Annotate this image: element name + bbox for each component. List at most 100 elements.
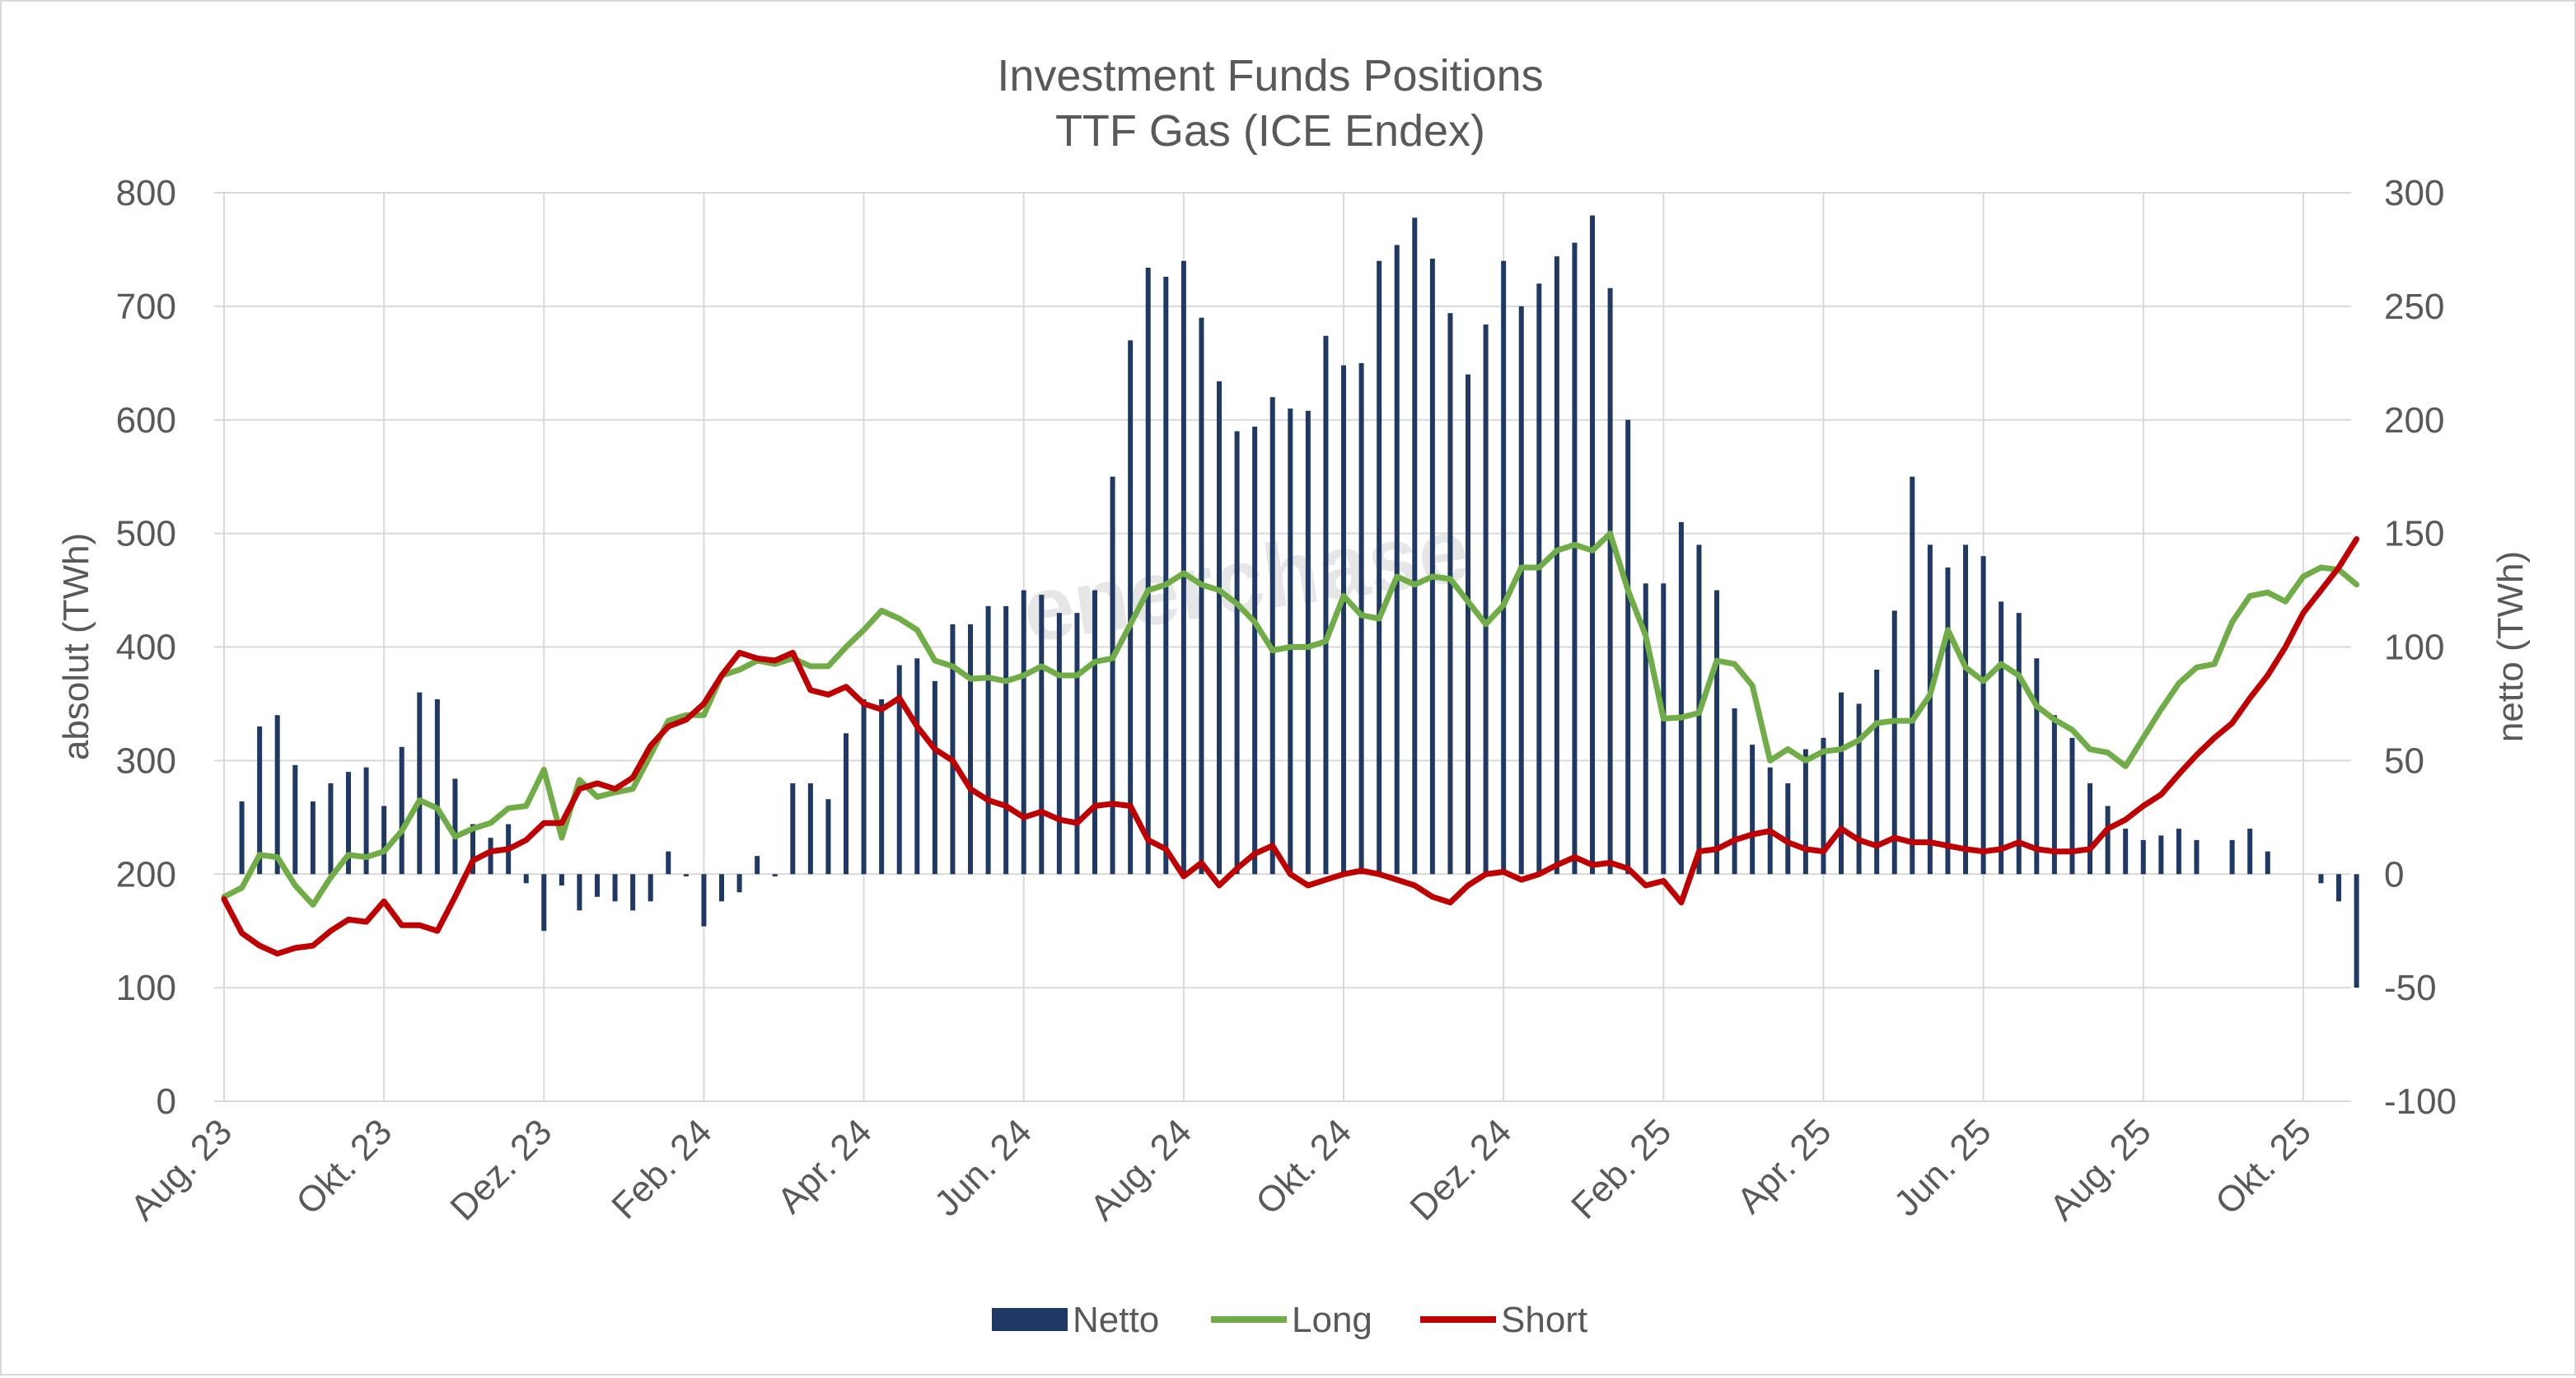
netto-bar	[1732, 708, 1737, 875]
netto-bar	[2229, 839, 2235, 875]
netto-bar	[2051, 715, 2057, 875]
netto-bar	[399, 746, 404, 875]
netto-bar	[1999, 601, 2004, 875]
netto-bar	[2265, 851, 2270, 875]
netto-bar	[1394, 245, 1400, 875]
netto-bar	[1856, 703, 1862, 875]
netto-bar	[666, 851, 671, 875]
netto-bar	[452, 778, 458, 875]
netto-bar	[736, 874, 742, 893]
x-tick-label: Aug. 25	[2042, 1111, 2159, 1228]
y-right-tick-label: 300	[2384, 173, 2444, 213]
netto-bar	[1217, 381, 1223, 875]
netto-bar	[701, 874, 707, 927]
y-left-tick-label: 100	[116, 968, 176, 1008]
netto-bar	[1358, 362, 1364, 875]
x-tick-label: Okt. 23	[288, 1111, 400, 1222]
netto-bar	[612, 874, 618, 902]
netto-bar	[2336, 874, 2342, 902]
netto-bars	[239, 215, 2359, 988]
netto-bar	[381, 806, 387, 875]
netto-bar	[807, 782, 813, 875]
y-right-tick-label: -50	[2384, 968, 2437, 1008]
netto-bar	[683, 874, 689, 877]
netto-bar	[1785, 782, 1791, 875]
netto-bar	[968, 624, 974, 875]
netto-bar	[896, 665, 902, 875]
netto-bar	[772, 874, 778, 877]
netto-bar	[2069, 737, 2075, 875]
netto-bar	[1554, 256, 1559, 875]
netto-bar	[2158, 835, 2164, 875]
y-right-tick-label: 200	[2384, 400, 2444, 441]
netto-bar	[1714, 590, 1720, 875]
netto-bar	[1501, 260, 1507, 875]
netto-bar	[595, 874, 601, 897]
netto-bar	[1661, 583, 1667, 875]
netto-bar	[1945, 567, 1951, 875]
y-right-tick-label: 150	[2384, 514, 2444, 554]
x-tick-label: Apr. 24	[769, 1111, 879, 1221]
legend-swatch-netto	[992, 1308, 1068, 1331]
netto-bar	[1021, 590, 1026, 875]
netto-bar	[1341, 365, 1347, 875]
y-left-tick-label: 200	[116, 854, 176, 895]
y-left-tick-label: 400	[116, 628, 176, 668]
netto-bar	[1466, 374, 1471, 875]
y-left-tick-label: 700	[116, 287, 176, 327]
netto-bar	[1003, 605, 1009, 875]
netto-bar	[1572, 242, 1578, 875]
netto-bar	[1821, 737, 1826, 875]
netto-bar	[1180, 260, 1186, 875]
x-tick-label: Dez. 23	[442, 1111, 559, 1228]
netto-bar	[1874, 670, 1880, 875]
netto-bar	[2016, 613, 2022, 875]
netto-bar	[1305, 410, 1311, 875]
netto-bar	[844, 733, 849, 875]
axes: 0 100 200 300 400 500 600 700 800 -100 -50 0 50 100 15…	[116, 173, 2457, 1228]
netto-bar	[1963, 544, 1969, 875]
netto-bar	[1590, 215, 1596, 875]
netto-bar	[1447, 313, 1453, 875]
netto-bar	[1927, 544, 1933, 875]
netto-bar	[755, 856, 760, 875]
netto-bar	[363, 767, 369, 875]
x-tick-label: Aug. 23	[123, 1111, 240, 1228]
netto-bar	[630, 874, 636, 911]
netto-bar	[1269, 397, 1275, 875]
netto-bar	[257, 726, 263, 875]
netto-bar	[1199, 317, 1204, 875]
short-line	[221, 536, 2360, 957]
netto-bar	[2354, 874, 2359, 988]
netto-bar	[1323, 335, 1329, 875]
netto-bar	[1839, 692, 1844, 875]
netto-bar	[1234, 431, 1240, 875]
x-tick-label: Feb. 25	[1564, 1111, 1679, 1226]
netto-bar	[825, 799, 831, 875]
netto-bar	[2318, 874, 2324, 884]
netto-bar	[577, 874, 582, 911]
y-axis-left-title: absolut (TWh)	[56, 533, 96, 760]
x-tick-label: Jun. 25	[1886, 1111, 1999, 1224]
y-right-tick-label: 0	[2384, 854, 2404, 895]
netto-bar	[1980, 556, 1986, 875]
netto-bar	[1145, 267, 1151, 875]
netto-bar	[1128, 340, 1134, 875]
netto-bar	[1891, 610, 1897, 875]
netto-bar	[1802, 749, 1808, 875]
netto-bar	[879, 698, 885, 875]
netto-bar	[861, 698, 867, 875]
legend-label-netto: Netto	[1073, 1300, 1159, 1340]
netto-bar	[1767, 767, 1773, 875]
netto-bar	[328, 782, 334, 875]
netto-bar	[2176, 829, 2181, 875]
netto-bar	[1412, 217, 1418, 875]
x-tick-label: Okt. 25	[2208, 1111, 2319, 1222]
netto-bar	[1607, 287, 1613, 875]
netto-bar	[1163, 277, 1169, 875]
netto-bar	[417, 692, 423, 875]
y-left-tick-label: 300	[116, 740, 176, 781]
netto-bar	[1429, 258, 1435, 875]
lines	[221, 530, 2360, 957]
